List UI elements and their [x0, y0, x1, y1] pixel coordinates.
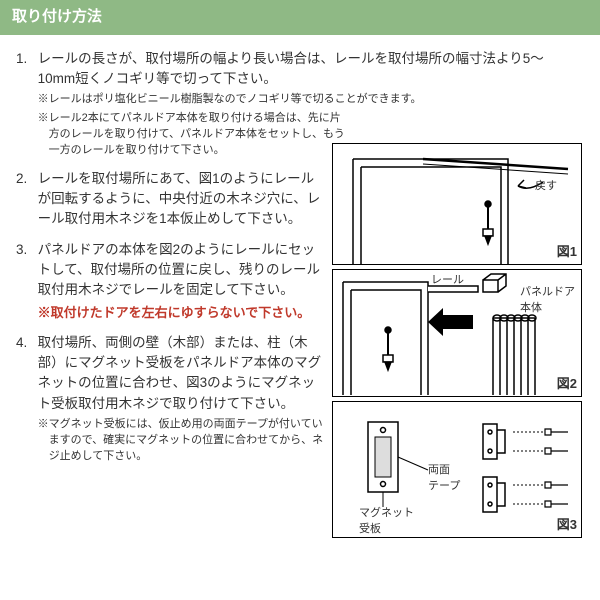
- step-4: 取付場所、両側の壁（木部）または、柱（木部）にマグネット受板をパネルドア本体のマ…: [16, 333, 326, 465]
- fig2-rail-label: レール: [431, 272, 464, 289]
- step-3: パネルドアの本体を図2のようにレールにセットして、取付場所の位置に戻し、残りのレ…: [16, 240, 326, 323]
- step-2: レールを取付場所にあて、図1のようにレールが回転するように、中央付近の木ネジ穴に…: [16, 169, 326, 230]
- step-4-note-1: ※マグネット受板には、仮止め用の両面テープが付いていますので、確実にマグネットの…: [38, 417, 326, 465]
- step-3-warning: ※取付けたドアを左右にゆすらないで下さい。: [38, 303, 326, 323]
- step-3-text: パネルドアの本体を図2のようにレールにセットして、取付場所の位置に戻し、残りのレ…: [38, 242, 320, 298]
- header-title: 取り付け方法: [12, 8, 102, 25]
- step-1-note-2: ※レール2本にてパネルドア本体を取り付ける場合は、先に片方のレールを取り付けて、…: [38, 111, 348, 159]
- step-2-text: レールを取付場所にあて、図1のようにレールが回転するように、中央付近の木ネジ穴に…: [38, 171, 321, 227]
- fig3-tape-label: 両面 テープ: [428, 462, 460, 495]
- step-4-text: 取付場所、両側の壁（木部）または、柱（木部）にマグネット受板をパネルドア本体のマ…: [38, 335, 322, 411]
- figure-3: 両面 テープ マグネット 受板 図3: [332, 401, 582, 538]
- figure-1: 戻す 図1: [332, 143, 582, 265]
- figure-2: レール パネルドア 本体 図2: [332, 269, 582, 397]
- header-bar: 取り付け方法: [0, 0, 600, 35]
- figure-1-svg: [333, 144, 583, 266]
- fig3-label: 図3: [557, 515, 577, 535]
- step-1-text: レールの長さが、取付場所の幅より長い場合は、レールを取付場所の幅寸法より5～10…: [38, 51, 544, 86]
- fig1-label: 図1: [557, 242, 577, 262]
- step-1-note-1: ※レールはポリ塩化ビニール樹脂製なのでノコギリ等で切ることができます。: [38, 92, 576, 108]
- figures-column: 戻す 図1: [332, 143, 582, 542]
- fig1-return-label: 戻す: [535, 178, 557, 195]
- content-area: レールの長さが、取付場所の幅より長い場合は、レールを取付場所の幅寸法より5～10…: [0, 35, 600, 485]
- fig3-magnet-label: マグネット 受板: [359, 505, 414, 538]
- fig2-panel-label: パネルドア 本体: [520, 284, 575, 317]
- fig2-label: 図2: [557, 374, 577, 394]
